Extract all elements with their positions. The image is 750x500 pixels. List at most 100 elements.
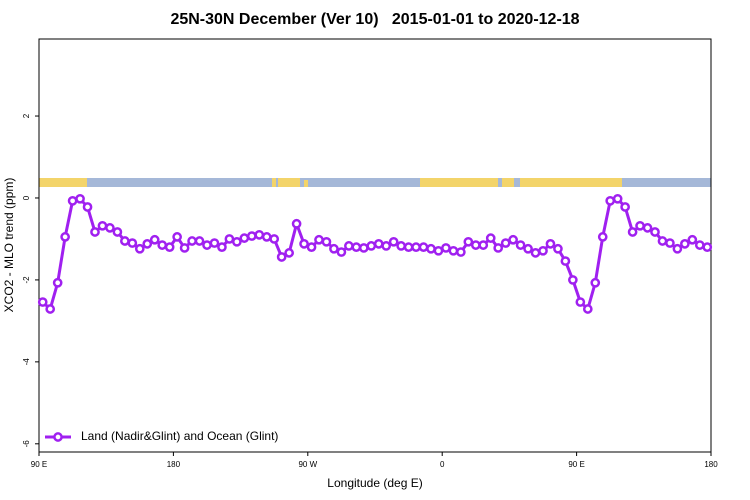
ocean-band <box>39 178 711 187</box>
x-axis-label: Longitude (deg E) <box>327 476 422 490</box>
point <box>172 232 182 242</box>
point <box>90 227 100 237</box>
point <box>164 242 175 252</box>
point <box>105 223 115 233</box>
point <box>202 240 212 250</box>
point <box>597 232 608 242</box>
point <box>209 238 220 248</box>
point <box>336 247 347 257</box>
point <box>523 243 533 254</box>
point <box>426 243 436 254</box>
point <box>134 243 145 254</box>
point <box>224 234 235 244</box>
point <box>538 245 548 256</box>
point <box>75 193 85 204</box>
x-tick-label: 90 E <box>568 460 584 469</box>
x-tick-label: 180 <box>704 460 718 469</box>
point <box>478 240 489 250</box>
point <box>232 236 242 247</box>
point <box>470 240 481 250</box>
point <box>97 220 108 231</box>
x-tick-label: 90 W <box>298 460 317 469</box>
point <box>463 236 474 247</box>
land-segment <box>304 180 308 187</box>
land-segment <box>420 178 498 187</box>
point <box>694 240 705 250</box>
y-tick-label: 0 <box>22 195 31 200</box>
point <box>665 238 675 248</box>
point <box>351 242 362 252</box>
x-tick-label: 180 <box>167 460 181 469</box>
y-axis-label: XCO2 - MLO trend (ppm) <box>2 178 16 313</box>
point <box>329 243 339 254</box>
point <box>45 304 56 314</box>
point <box>560 256 571 266</box>
point <box>321 236 332 247</box>
point <box>545 239 556 249</box>
point <box>149 234 160 245</box>
point <box>194 236 205 246</box>
land-segment <box>520 178 622 187</box>
point <box>82 202 93 212</box>
point <box>358 243 369 253</box>
point <box>381 241 392 251</box>
x-tick-label: 90 E <box>31 460 47 469</box>
point <box>246 231 257 241</box>
point <box>60 232 70 242</box>
point <box>157 240 168 250</box>
point <box>433 245 444 256</box>
legend-label: Land (Nadir&Glint) and Ocean (Glint) <box>81 429 278 443</box>
point <box>530 248 541 258</box>
legend-marker <box>53 432 63 442</box>
land-segment <box>272 178 276 187</box>
point <box>299 239 309 249</box>
point <box>568 275 578 285</box>
point <box>254 229 265 240</box>
y-tick-label: -6 <box>22 440 31 448</box>
point <box>373 239 384 249</box>
point <box>179 243 190 253</box>
point <box>642 223 653 233</box>
point <box>612 193 623 204</box>
point <box>582 304 593 314</box>
point <box>187 236 197 246</box>
land-segment <box>39 178 87 187</box>
series-line <box>41 197 708 312</box>
point <box>448 245 459 256</box>
point <box>127 238 138 248</box>
point <box>120 236 130 246</box>
point <box>500 238 511 248</box>
point <box>411 242 421 252</box>
point <box>37 297 48 307</box>
point <box>508 234 518 245</box>
point <box>702 242 713 252</box>
point <box>112 227 123 237</box>
point <box>314 234 324 245</box>
point <box>493 243 504 253</box>
point <box>344 241 354 251</box>
point <box>553 243 563 254</box>
point <box>687 234 698 245</box>
point <box>657 236 668 246</box>
point <box>403 242 414 252</box>
point <box>635 220 645 231</box>
point <box>366 241 377 251</box>
point <box>620 202 630 212</box>
land-segment <box>278 178 300 187</box>
point <box>680 239 690 249</box>
point <box>605 195 616 206</box>
point <box>627 227 638 237</box>
y-tick-label: -2 <box>22 276 31 284</box>
point <box>239 233 250 243</box>
point <box>52 277 63 288</box>
point <box>418 242 429 252</box>
point <box>515 240 526 250</box>
land-segment <box>502 178 514 187</box>
point <box>396 241 406 251</box>
x-tick-label: 0 <box>440 460 445 469</box>
point <box>575 297 586 307</box>
y-tick-label: -4 <box>22 358 31 366</box>
land-mask <box>39 178 711 187</box>
point <box>650 227 660 237</box>
